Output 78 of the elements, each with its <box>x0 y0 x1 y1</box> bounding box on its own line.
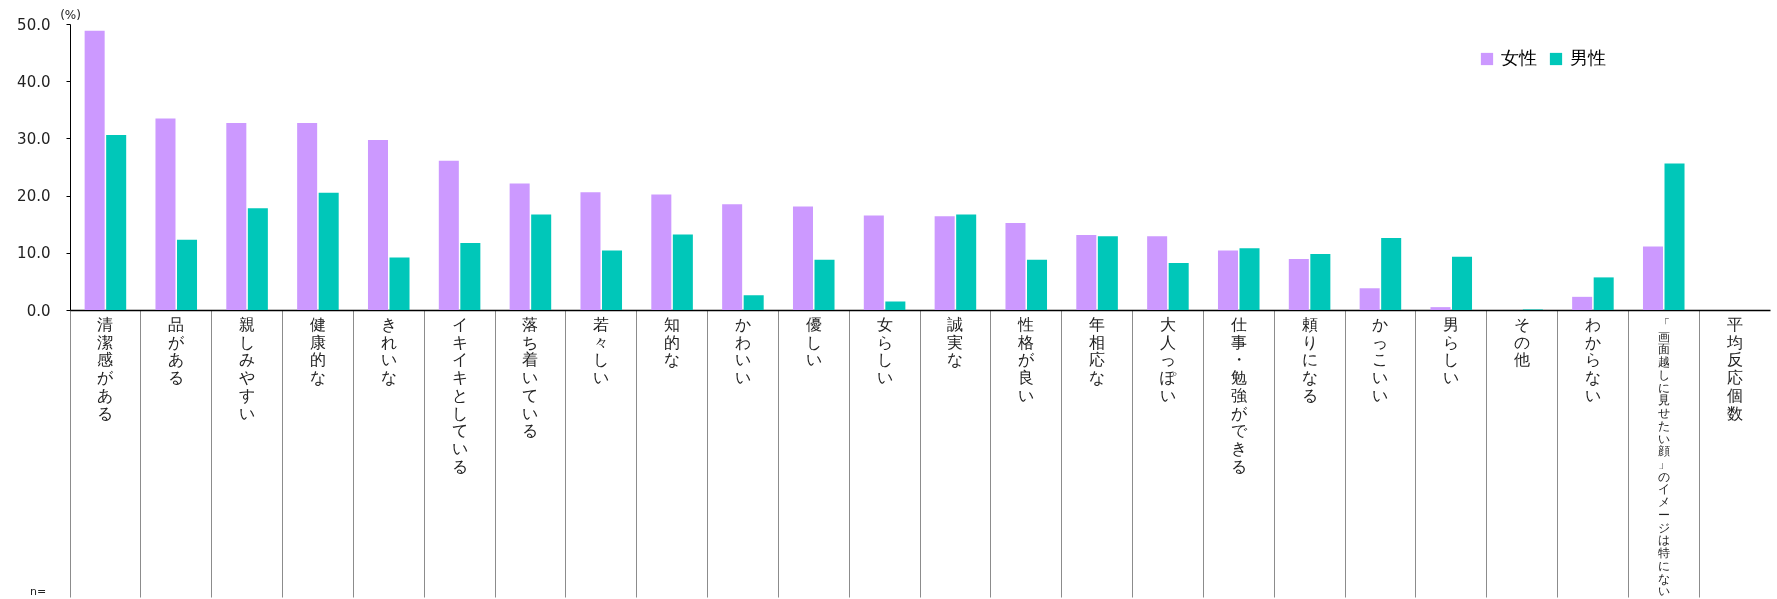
bar <box>1359 288 1380 310</box>
bar <box>1097 236 1118 310</box>
bar <box>1310 253 1331 310</box>
bar <box>438 160 459 310</box>
x-tick-label: 年相応な <box>1089 316 1106 388</box>
bar <box>743 295 764 310</box>
y-tick-label: 20.0 <box>17 187 51 206</box>
bar <box>1239 248 1260 310</box>
x-tick-label: 大人っぽい <box>1159 316 1177 405</box>
x-tick-label: かっこいい <box>1372 316 1389 405</box>
y-tick-label: 30.0 <box>17 129 51 148</box>
bar <box>509 183 530 310</box>
x-tick-label: 性格が良い <box>1017 316 1036 405</box>
bar <box>1572 296 1593 310</box>
bar <box>722 204 743 310</box>
x-tick-label: 男らしい <box>1443 316 1460 388</box>
bar <box>1664 163 1685 310</box>
x-tick-label: 親しみやすい <box>239 316 256 423</box>
legend-label: 男性 <box>1570 47 1606 68</box>
bar <box>651 194 672 310</box>
bar <box>814 259 835 310</box>
bar <box>226 122 247 310</box>
bar <box>1593 277 1614 310</box>
bar <box>792 206 813 310</box>
category-label: 「画面越しに見せたい顔」のイメージは特にない <box>1657 317 1670 599</box>
bar <box>1288 259 1309 310</box>
bar <box>297 122 318 310</box>
bar <box>1005 223 1026 310</box>
x-tick-label: 清潔感がある <box>97 316 115 423</box>
bar <box>389 257 410 310</box>
x-tick-label: 平均反応個数 <box>1725 316 1743 423</box>
bar <box>155 118 176 310</box>
x-tick-label: 頼りになる <box>1301 316 1318 405</box>
x-tick-label: その他 <box>1514 316 1531 370</box>
bar <box>1452 256 1473 310</box>
bar <box>1642 246 1663 310</box>
x-tick-label: 知的な <box>664 316 681 370</box>
x-tick-label: きれいな <box>380 316 397 388</box>
bar <box>1381 237 1402 310</box>
bar <box>460 243 481 310</box>
x-tick-label: 若々しい <box>593 316 610 388</box>
x-tick-label: 誠実な <box>947 316 964 370</box>
bar <box>1076 235 1097 310</box>
bar <box>956 214 977 310</box>
legend-label: 女性 <box>1501 47 1537 68</box>
bar <box>106 134 127 310</box>
y-axis-title: (%) <box>60 7 81 22</box>
x-tick-label: わからない <box>1584 316 1601 405</box>
y-tick-label: 0.0 <box>26 301 51 320</box>
x-tick-label: 品がある <box>168 316 186 388</box>
x-tick-label: かわいい <box>734 316 751 388</box>
bar <box>1217 250 1238 310</box>
bar <box>934 216 955 310</box>
category-label: 仕事・勉強ができる <box>1230 316 1247 476</box>
category-label: イキイキとしている <box>451 316 468 476</box>
bar <box>1168 263 1189 310</box>
bar <box>580 192 601 310</box>
x-tick-label: 健康的な <box>309 316 326 388</box>
x-tick-label: 女らしい <box>876 316 893 388</box>
bar <box>367 140 388 310</box>
text: n= <box>30 585 47 598</box>
bar <box>531 214 552 310</box>
bar <box>318 192 339 310</box>
y-tick-label: 40.0 <box>17 72 51 91</box>
x-tick-label: 優しい <box>805 316 822 370</box>
bar <box>247 208 268 310</box>
bar <box>885 301 906 310</box>
y-tick-label: 10.0 <box>17 244 51 263</box>
bar <box>863 215 884 310</box>
bar <box>1430 307 1451 310</box>
x-tick-label: 落ち着いている <box>522 316 539 441</box>
bar <box>84 30 105 310</box>
bar <box>672 234 693 310</box>
y-tick-label: 50.0 <box>17 15 51 34</box>
bar <box>177 239 198 310</box>
bar <box>1027 259 1048 310</box>
bar <box>1147 236 1168 310</box>
bar <box>602 250 623 310</box>
